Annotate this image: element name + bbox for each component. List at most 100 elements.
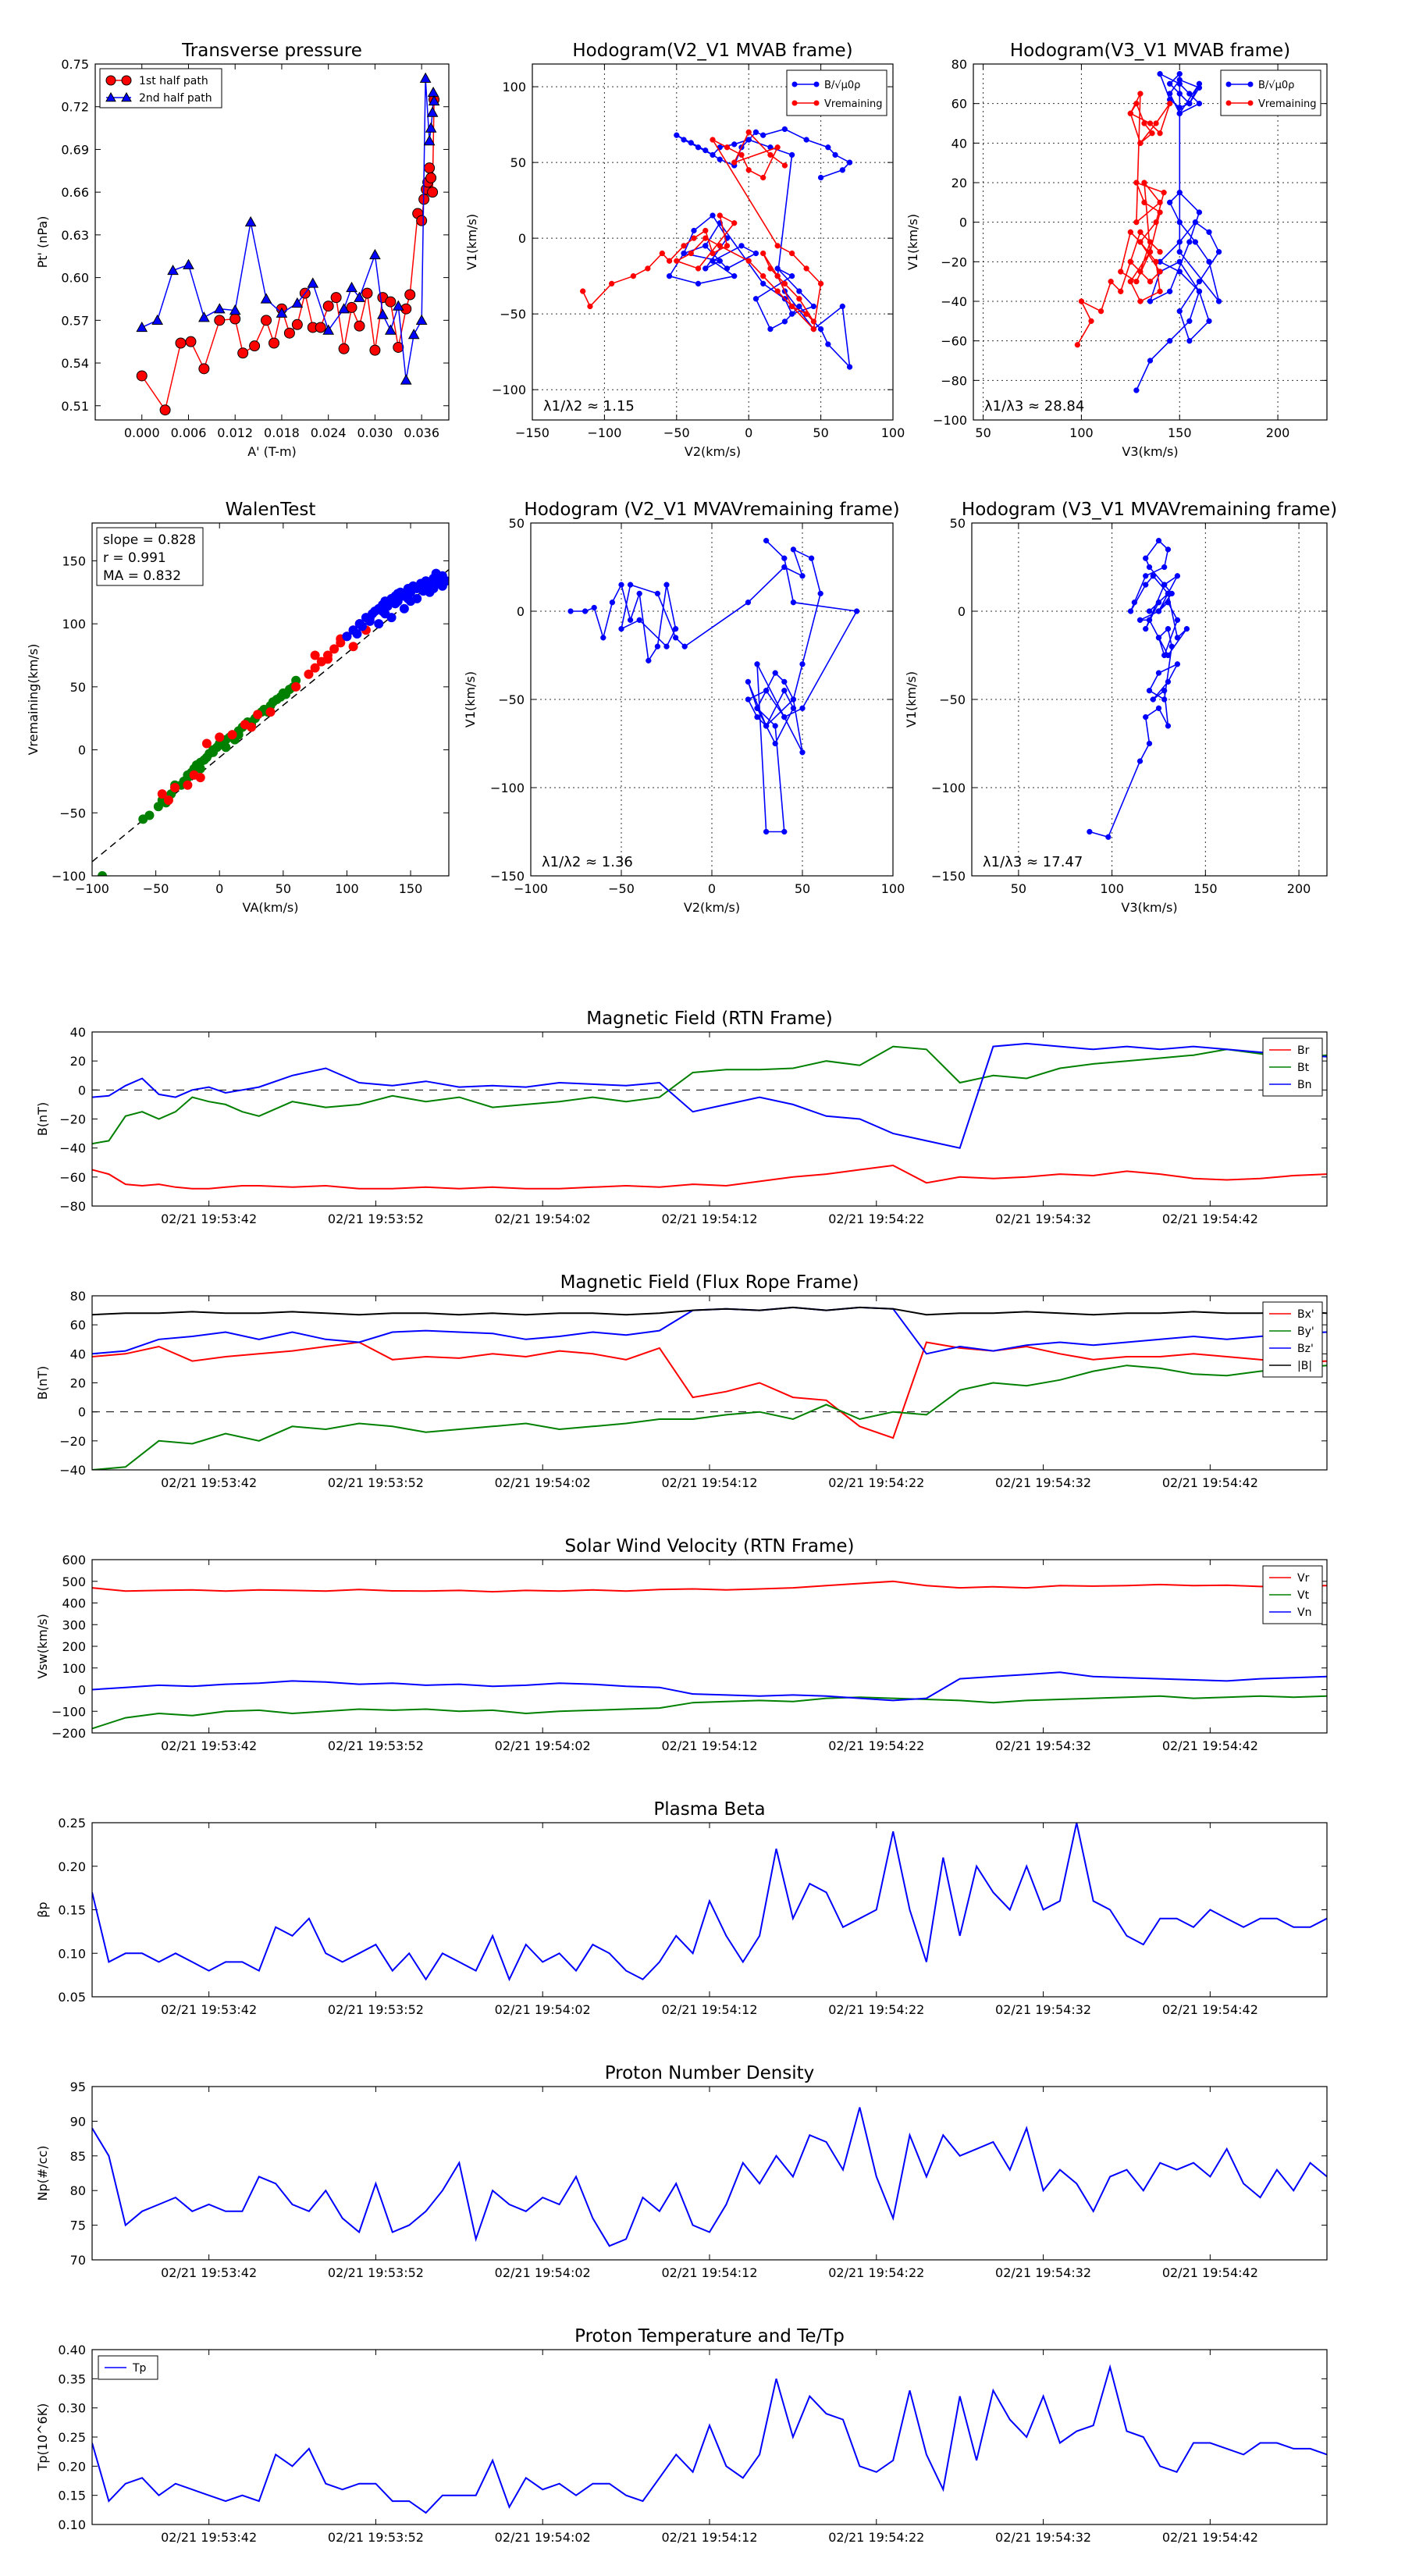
data-point bbox=[695, 144, 702, 151]
data-point bbox=[691, 235, 697, 241]
y-tick-label: 85 bbox=[70, 2149, 86, 2164]
data-point bbox=[1165, 600, 1172, 606]
legend-box bbox=[786, 69, 887, 116]
x-tick-label: 02/21 19:54:02 bbox=[495, 2002, 591, 2017]
chart-title: Hodogram (V3_V1 MVAVremaining frame) bbox=[962, 500, 1337, 520]
data-point bbox=[1174, 661, 1181, 667]
data-point bbox=[790, 600, 797, 606]
data-point bbox=[426, 106, 439, 117]
x-tick-label: 02/21 19:54:42 bbox=[1162, 1738, 1258, 1753]
chart-title: Magnetic Field (Flux Rope Frame) bbox=[560, 1272, 859, 1293]
data-point bbox=[1097, 308, 1104, 315]
plot-area bbox=[531, 523, 893, 876]
x-tick-label: 50 bbox=[975, 425, 991, 440]
data-point bbox=[1157, 269, 1163, 275]
data-point bbox=[695, 265, 702, 272]
data-point bbox=[803, 137, 809, 143]
data-point bbox=[1176, 105, 1183, 111]
y-axis-label: Np(#/cc) bbox=[35, 2146, 50, 2201]
y-tick-label: 75 bbox=[70, 2218, 86, 2233]
y-axis-label: Tp(10^6K) bbox=[35, 2403, 50, 2472]
data-point bbox=[724, 144, 731, 151]
data-point bbox=[330, 292, 342, 304]
data-point bbox=[1105, 834, 1112, 840]
y-tick-label: −60 bbox=[59, 1170, 86, 1185]
data-point bbox=[1196, 84, 1203, 91]
plot-frame bbox=[91, 1822, 1328, 1998]
data-point bbox=[1133, 180, 1140, 186]
data-point bbox=[1174, 573, 1181, 579]
legend-marker bbox=[813, 81, 820, 87]
y-tick-label: 0 bbox=[78, 1083, 86, 1098]
data-point bbox=[799, 705, 806, 711]
data-point bbox=[781, 678, 788, 685]
x-tick-label: 02/21 19:54:12 bbox=[661, 1738, 757, 1753]
y-axis-label: B(nT) bbox=[35, 1366, 50, 1400]
legend-label: Vt bbox=[1297, 1589, 1310, 1602]
data-point bbox=[788, 151, 795, 158]
x-tick-label: −50 bbox=[663, 425, 690, 440]
scatter-point-red bbox=[183, 780, 193, 790]
data-point bbox=[1186, 91, 1193, 97]
legend-label: B/√μ0ρ bbox=[1258, 80, 1294, 91]
data-point bbox=[1161, 564, 1168, 571]
y-tick-label: −150 bbox=[490, 869, 525, 884]
legend-label: B/√μ0ρ bbox=[824, 80, 860, 91]
y-tick-label: 50 bbox=[70, 680, 86, 695]
series-line bbox=[92, 1671, 1327, 1702]
data-point bbox=[1150, 573, 1156, 579]
data-point bbox=[790, 705, 797, 711]
legend-label: 1st half path bbox=[139, 75, 208, 87]
data-point bbox=[731, 220, 738, 226]
x-tick-label: 02/21 19:54:32 bbox=[995, 1212, 1091, 1226]
plot-frame bbox=[91, 2086, 1328, 2261]
legend-label: By' bbox=[1297, 1325, 1314, 1338]
series-line bbox=[92, 1364, 1327, 1470]
data-point bbox=[745, 129, 752, 135]
x-tick-label: 50 bbox=[813, 425, 828, 440]
scatter-point-green bbox=[208, 747, 219, 757]
x-tick-label: 02/21 19:54:42 bbox=[1162, 2265, 1258, 2280]
legend-label: 2nd half path bbox=[139, 92, 212, 105]
y-tick-label: 200 bbox=[62, 1639, 86, 1654]
data-point bbox=[428, 94, 440, 106]
x-tick-label: 0.000 bbox=[124, 425, 160, 440]
data-point bbox=[338, 303, 350, 314]
data-point bbox=[1147, 279, 1154, 285]
data-point bbox=[618, 625, 624, 632]
y-tick-label: 20 bbox=[70, 1054, 86, 1069]
series-line bbox=[92, 1042, 1327, 1149]
x-tick-label: 0 bbox=[708, 881, 716, 896]
x-tick-label: 02/21 19:53:52 bbox=[328, 1738, 424, 1753]
scatter-point-red bbox=[329, 644, 340, 654]
data-point bbox=[760, 280, 767, 287]
data-point bbox=[790, 546, 797, 553]
plot-frame bbox=[971, 522, 1328, 877]
data-point bbox=[427, 187, 439, 198]
data-point bbox=[167, 264, 179, 276]
y-axis-label: βp bbox=[35, 1902, 50, 1917]
x-tick-label: 02/21 19:54:42 bbox=[1162, 1475, 1258, 1490]
data-point bbox=[1133, 279, 1140, 285]
x-tick-label: 02/21 19:53:52 bbox=[328, 2002, 424, 2017]
data-point bbox=[745, 258, 752, 264]
data-point bbox=[1168, 643, 1175, 649]
legend-label: Br bbox=[1297, 1044, 1310, 1057]
series-line bbox=[92, 2364, 1327, 2514]
data-point bbox=[291, 318, 303, 330]
x-tick-label: −50 bbox=[608, 881, 635, 896]
data-point bbox=[1157, 249, 1163, 255]
data-point bbox=[1155, 635, 1162, 641]
scatter-point-blue bbox=[352, 629, 362, 639]
y-tick-label: −100 bbox=[52, 869, 86, 884]
data-point bbox=[724, 265, 731, 272]
legend-box bbox=[1262, 1301, 1323, 1378]
data-point bbox=[1215, 249, 1222, 255]
y-tick-label: −100 bbox=[52, 1704, 86, 1719]
y-tick-label: −60 bbox=[941, 334, 967, 349]
data-point bbox=[763, 688, 770, 694]
data-point bbox=[609, 600, 616, 606]
data-point bbox=[752, 250, 759, 257]
data-point bbox=[724, 243, 731, 249]
